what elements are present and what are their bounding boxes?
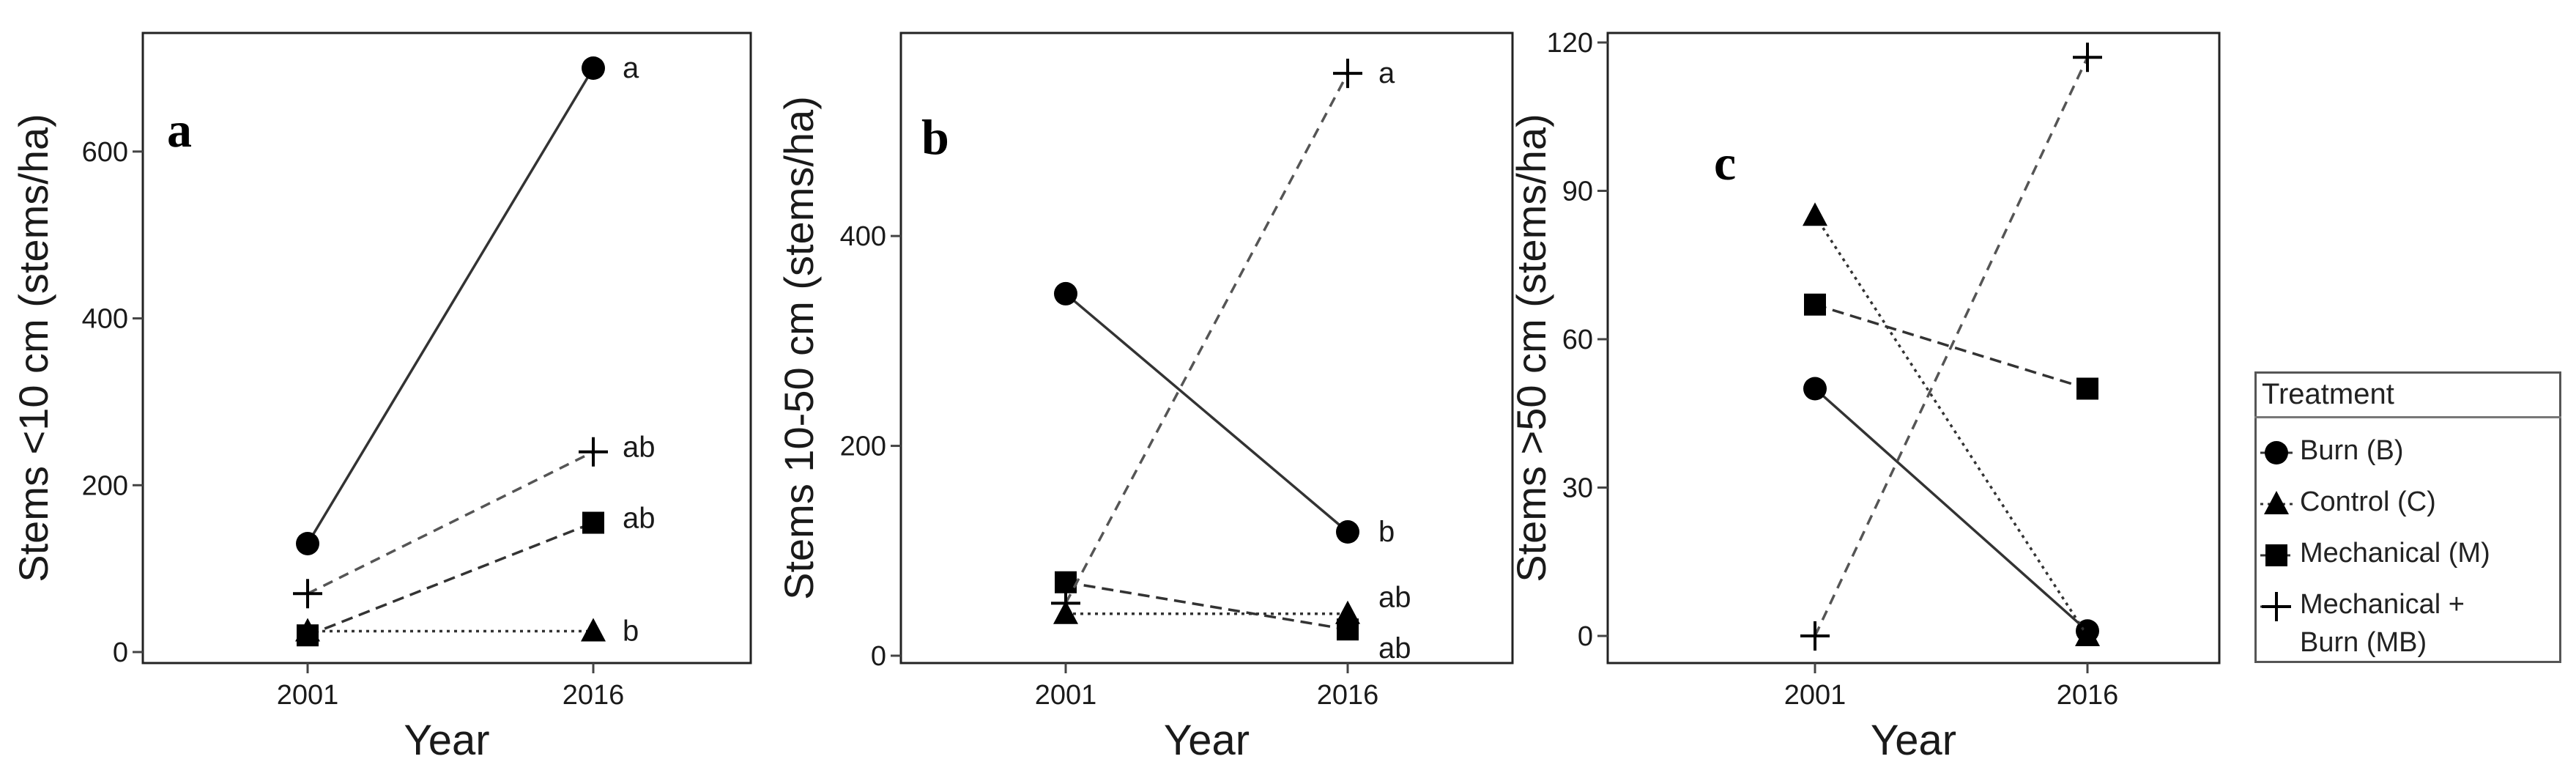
data-point: [1054, 281, 1077, 306]
y-tick-label: 200: [82, 470, 128, 501]
legend-item-mechanical: Mechanical (M): [2300, 538, 2490, 569]
data-point: [1803, 377, 1827, 401]
y-tick-label: 0: [1578, 621, 1593, 652]
legend-item-burn: Burn (B): [2300, 435, 2404, 466]
data-point: [1051, 588, 1080, 618]
data-point: [1337, 618, 1359, 641]
x-axis-title: Year: [404, 717, 489, 764]
x-tick-label: 2001: [1035, 680, 1097, 711]
y-tick-label: 200: [840, 432, 886, 462]
significance-label: b: [623, 615, 639, 648]
y-axis-title: Stems >50 cm (stems/ha): [1508, 114, 1554, 582]
x-tick-label: 2016: [2057, 680, 2119, 711]
series-line: [1814, 215, 2089, 637]
data-point: [1804, 293, 1826, 316]
series-mechanical: ab: [1055, 571, 1411, 665]
data-point: [2076, 377, 2098, 400]
series-line: [307, 451, 594, 595]
panel-letter: c: [1714, 135, 1736, 190]
series-line: [1064, 292, 1349, 533]
legend: [2254, 371, 2561, 663]
panel-b: 0 200 400 2001 2016 Year Stems 10-50 cm (stems…: [776, 32, 1514, 764]
y-tick-label: 120: [1547, 28, 1593, 59]
significance-label: a: [1378, 57, 1395, 89]
panel-letter: a: [167, 102, 192, 158]
legend-item-control: Control (C): [2300, 486, 2436, 517]
plot-frame: [899, 32, 1514, 665]
y-tick-label: 0: [113, 637, 128, 668]
series-mechanical_burn: a: [1051, 57, 1395, 618]
data-point: [582, 511, 604, 534]
panel-c: 0 30 60 90 120 2001 2016 Year Stems >50 cm (stem…: [1508, 28, 2221, 764]
legend-item-mechanical_burn-line2: Burn (MB): [2300, 627, 2427, 658]
y-axis-title: Stems 10-50 cm (stems/ha): [776, 96, 822, 600]
series-line: [1065, 581, 1348, 631]
panel-letter: b: [921, 109, 949, 165]
data-point: [296, 531, 319, 555]
series-burn: [1803, 377, 2099, 643]
plot-frame: [141, 32, 752, 665]
series-line: [1814, 388, 2089, 632]
legend-title: Treatment: [2262, 378, 2394, 410]
data-point: [1803, 202, 1827, 226]
data-point: [1333, 59, 1362, 89]
series-mechanical: [1804, 293, 2098, 400]
series-line: [307, 521, 594, 637]
x-axis-title: Year: [1871, 717, 1956, 764]
data-point: [1335, 600, 1360, 624]
data-point: [582, 56, 605, 80]
y-tick-label: 30: [1562, 473, 1593, 504]
significance-label: a: [623, 52, 639, 84]
series-line: [1064, 73, 1349, 604]
data-point: [2073, 42, 2102, 73]
panel-a: 0 200 400 600 2001 2016 Year Stems <10 cm (stem…: [10, 32, 752, 764]
series-line: [306, 67, 595, 544]
data-point: [579, 437, 608, 467]
x-tick-label: 2016: [1317, 680, 1379, 711]
x-tick-label: 2001: [277, 680, 339, 711]
series-control: [1803, 202, 2100, 646]
series-mechanical_burn: [1800, 42, 2102, 651]
legend-title-divider: [2254, 416, 2561, 418]
y-tick-label: 600: [82, 137, 128, 168]
data-point: [581, 618, 606, 642]
x-axis-title: Year: [1164, 717, 1250, 764]
plot-frame: [1606, 32, 2221, 665]
series-mechanical_burn: ab: [293, 432, 656, 609]
series-burn: b: [1054, 281, 1395, 548]
y-tick-label: 400: [840, 221, 886, 252]
significance-label: b: [1378, 516, 1395, 548]
legend-item-mechanical_burn: Mechanical +: [2300, 589, 2465, 620]
series-burn: a: [296, 52, 639, 555]
significance-label: ab: [623, 503, 656, 535]
series-mechanical: ab: [297, 503, 656, 647]
data-point: [293, 579, 322, 609]
data-point: [297, 624, 319, 647]
series-line: [1814, 303, 2088, 390]
y-tick-label: 60: [1562, 325, 1593, 355]
y-tick-label: 90: [1562, 177, 1593, 207]
data-point: [2075, 623, 2100, 646]
x-tick-label: 2016: [563, 680, 625, 711]
data-point: [1800, 621, 1830, 651]
series-line: [1814, 56, 2089, 637]
y-tick-label: 0: [871, 641, 886, 672]
significance-label: ab: [1378, 582, 1411, 614]
y-axis-title: Stems <10 cm (stems/ha): [10, 114, 56, 582]
x-tick-label: 2001: [1784, 680, 1846, 711]
data-point: [1336, 520, 1359, 544]
significance-label: ab: [1378, 632, 1411, 665]
y-tick-label: 400: [82, 304, 128, 335]
significance-label: ab: [623, 432, 656, 464]
